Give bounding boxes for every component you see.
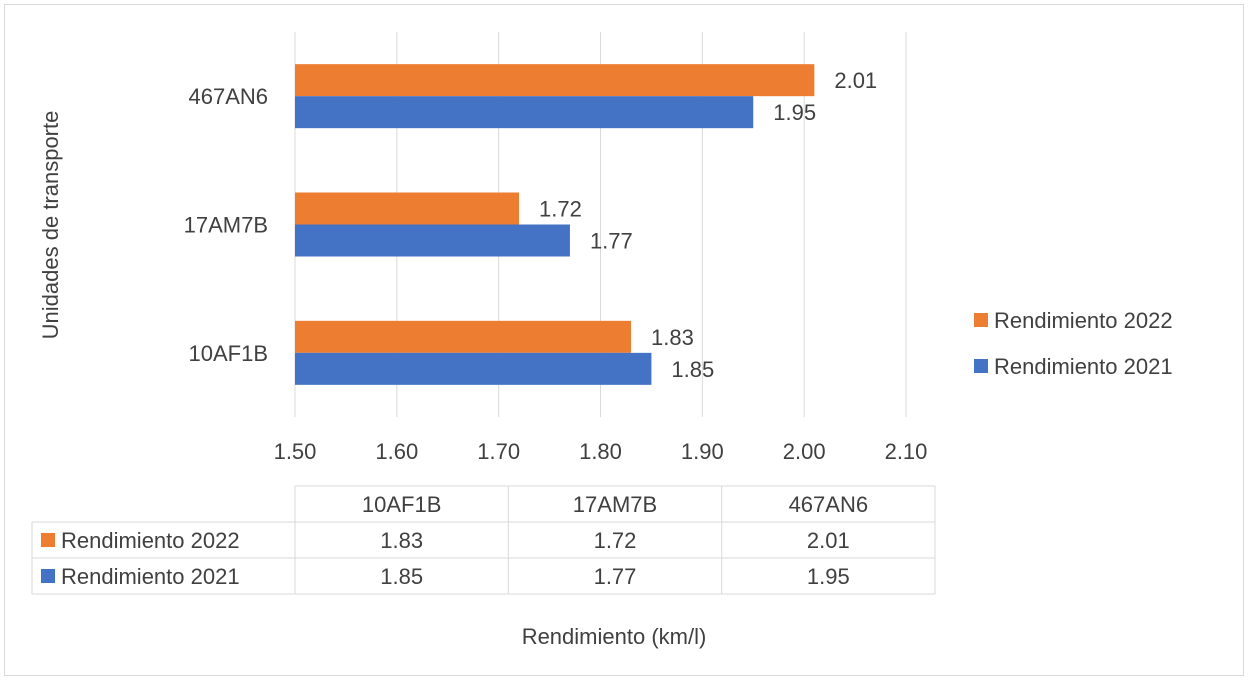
- table-series-key: [41, 533, 55, 547]
- bar-10AF1B-series-2022: [295, 320, 632, 353]
- bar-17AM7B-series-2022: [295, 192, 520, 225]
- x-axis-title: Rendimiento (km/l): [522, 624, 707, 649]
- y-axis-title: Unidades de transporte: [38, 111, 63, 340]
- data-label: 2.01: [834, 68, 877, 93]
- table-value-cell: 1.95: [807, 564, 850, 589]
- data-label: 1.77: [590, 229, 633, 254]
- tick-layer: 1.50 1.60 1.70 1.80 1.90 2.00 2.10 10AF1B 17AM7B…: [184, 84, 928, 464]
- x-tick-label: 1.80: [579, 439, 622, 464]
- table-header-cell: 10AF1B: [362, 492, 442, 517]
- table-value-cell: 2.01: [807, 528, 850, 553]
- label-layer: 1.83 1.85 1.72 1.77 2.01 1.95: [539, 68, 877, 382]
- table-value-cell: 1.85: [380, 564, 423, 589]
- x-tick-label: 1.60: [375, 439, 418, 464]
- data-label: 1.72: [539, 197, 582, 222]
- data-table: 10AF1B 17AM7B 467AN6 Rendimiento 2022 1.83 1.…: [31, 485, 936, 595]
- legend: Rendimiento 2022 Rendimiento 2021: [974, 308, 1173, 379]
- x-tick-label: 1.90: [681, 439, 724, 464]
- legend-swatch: [974, 313, 988, 327]
- y-tick-label: 10AF1B: [189, 341, 269, 366]
- data-label: 1.85: [671, 357, 714, 382]
- legend-label: Rendimiento 2022: [994, 308, 1173, 333]
- table-header-cell: 467AN6: [789, 492, 869, 517]
- x-tick-label: 1.70: [477, 439, 520, 464]
- legend-swatch: [974, 359, 988, 373]
- data-label: 1.83: [651, 325, 694, 350]
- table-value-cell: 1.83: [380, 528, 423, 553]
- x-tick-label: 2.10: [885, 439, 928, 464]
- y-tick-label: 467AN6: [188, 84, 268, 109]
- table-value-cell: 1.77: [594, 564, 637, 589]
- table-value-cell: 1.72: [594, 528, 637, 553]
- bar-layer: [295, 64, 815, 385]
- bar-17AM7B-series-2021: [295, 224, 570, 257]
- x-tick-label: 2.00: [783, 439, 826, 464]
- y-tick-label: 17AM7B: [184, 213, 268, 238]
- x-tick-label: 1.50: [274, 439, 317, 464]
- chart-frame: [4, 4, 1244, 676]
- data-label: 1.95: [773, 100, 816, 125]
- table-header-cell: 17AM7B: [573, 492, 657, 517]
- table-series-label: Rendimiento 2021: [61, 564, 240, 589]
- table-series-key: [41, 569, 55, 583]
- bar-467AN6-series-2022: [295, 64, 815, 97]
- table-series-label: Rendimiento 2022: [61, 528, 240, 553]
- bar-467AN6-series-2021: [295, 96, 754, 129]
- legend-label: Rendimiento 2021: [994, 354, 1173, 379]
- bar-10AF1B-series-2021: [295, 352, 652, 385]
